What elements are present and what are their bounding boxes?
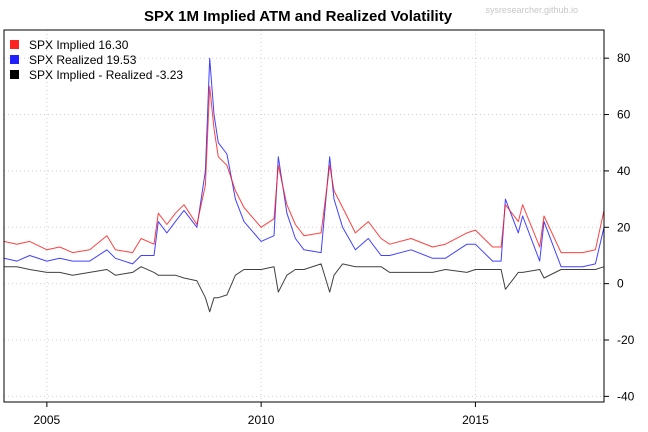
x-tick-label: 2015 (462, 413, 489, 427)
legend: SPX Implied 16.30 SPX Realized 19.53 SPX… (10, 38, 183, 82)
series-line-spread (4, 263, 605, 313)
y-tick-label: -40 (617, 389, 635, 403)
y-tick-label: 0 (617, 277, 624, 291)
grid (4, 30, 604, 402)
legend-label-realized: SPX Realized 19.53 (29, 53, 137, 67)
legend-label-spread: SPX Implied - Realized -3.23 (29, 68, 183, 82)
legend-swatch-realized (10, 55, 19, 64)
series-line-implied (3, 85, 605, 254)
y-tick-label: -20 (617, 333, 635, 347)
legend-item-implied: SPX Implied 16.30 (10, 38, 129, 52)
y-tick-label: 20 (617, 220, 631, 234)
legend-swatch-spread (10, 70, 19, 79)
y-tick-label: 60 (617, 108, 631, 122)
x-tick-label: 2005 (34, 413, 61, 427)
legend-label-implied: SPX Implied 16.30 (29, 38, 129, 52)
y-tick-label: 40 (617, 164, 631, 178)
y-tick-label: 80 (617, 51, 631, 65)
plot-frame (3, 29, 605, 403)
series-lines (3, 57, 605, 313)
chart-title: SPX 1M Implied ATM and Realized Volatili… (144, 8, 453, 25)
legend-item-realized: SPX Realized 19.53 (10, 53, 137, 67)
x-tick-label: 2010 (248, 413, 275, 427)
legend-item-spread: SPX Implied - Realized -3.23 (10, 68, 183, 82)
x-axis: 2005 2010 2015 (34, 402, 489, 427)
legend-swatch-implied (10, 40, 19, 49)
watermark: sysresearcher.github.io (485, 5, 578, 15)
y-axis: -40 -20 0 20 40 60 80 (604, 51, 635, 403)
